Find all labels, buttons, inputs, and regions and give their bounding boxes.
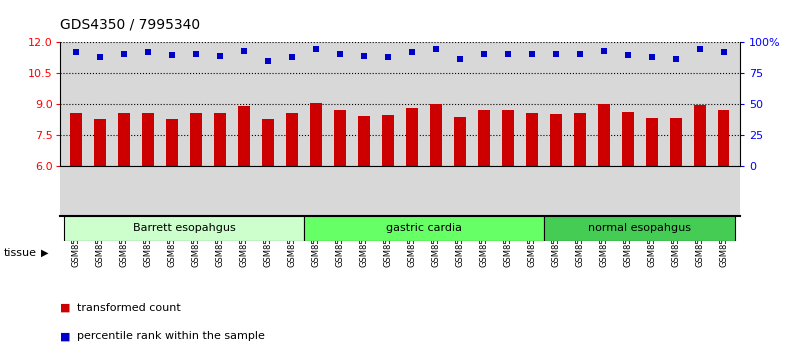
Point (646, 55, 658, 60)
Point (597, 48, 610, 54)
Point (118, 51, 131, 56)
Bar (358, 116, 370, 166)
Point (525, 51, 538, 56)
Point (478, 51, 490, 56)
Point (334, 51, 346, 56)
Point (454, 56, 466, 62)
Bar (574, 113, 586, 166)
Point (214, 53, 227, 59)
Text: transformed count: transformed count (77, 303, 181, 313)
Bar (669, 118, 681, 166)
Bar (478, 110, 490, 166)
Text: ■: ■ (60, 331, 70, 341)
Bar (304, 216, 544, 241)
Text: Barrett esopahgus: Barrett esopahgus (133, 223, 236, 233)
Bar (454, 117, 466, 166)
Point (94, 55, 107, 60)
Bar (214, 113, 226, 166)
Bar (544, 216, 736, 241)
Bar (310, 103, 322, 166)
Bar (190, 113, 202, 166)
Point (286, 55, 298, 60)
Bar (646, 118, 657, 166)
Bar (526, 113, 538, 166)
Point (573, 51, 586, 56)
Text: gastric cardia: gastric cardia (386, 223, 462, 233)
Point (166, 52, 178, 58)
Point (406, 50, 419, 55)
Bar (334, 110, 346, 166)
Point (549, 51, 562, 56)
Bar (119, 113, 131, 166)
Point (70, 50, 83, 55)
Point (430, 46, 443, 52)
Bar (406, 108, 418, 166)
Text: ■: ■ (60, 303, 70, 313)
Bar (598, 104, 610, 166)
Bar (142, 113, 154, 166)
Bar (64, 216, 304, 241)
Text: ▶: ▶ (41, 248, 49, 258)
Text: normal esopahgus: normal esopahgus (588, 223, 691, 233)
Bar (71, 113, 83, 166)
Bar (95, 119, 107, 166)
Bar (693, 105, 705, 166)
Bar (286, 113, 298, 166)
Bar (717, 110, 729, 166)
Point (238, 48, 251, 54)
Bar (166, 119, 178, 166)
Point (693, 46, 706, 52)
Point (622, 52, 634, 58)
Text: tissue: tissue (4, 248, 37, 258)
Point (262, 58, 275, 64)
Bar (622, 112, 634, 166)
Point (381, 55, 394, 60)
Point (310, 46, 322, 52)
Point (357, 53, 370, 59)
Bar (430, 104, 442, 166)
Point (501, 51, 514, 56)
Text: percentile rank within the sample: percentile rank within the sample (77, 331, 265, 341)
Point (142, 50, 154, 55)
Bar (501, 110, 514, 166)
Bar (382, 115, 394, 166)
Point (717, 50, 730, 55)
Bar (550, 114, 562, 166)
Bar (262, 119, 274, 166)
Text: GDS4350 / 7995340: GDS4350 / 7995340 (60, 18, 200, 32)
Bar (238, 107, 250, 166)
Point (669, 56, 682, 62)
Point (190, 51, 203, 56)
